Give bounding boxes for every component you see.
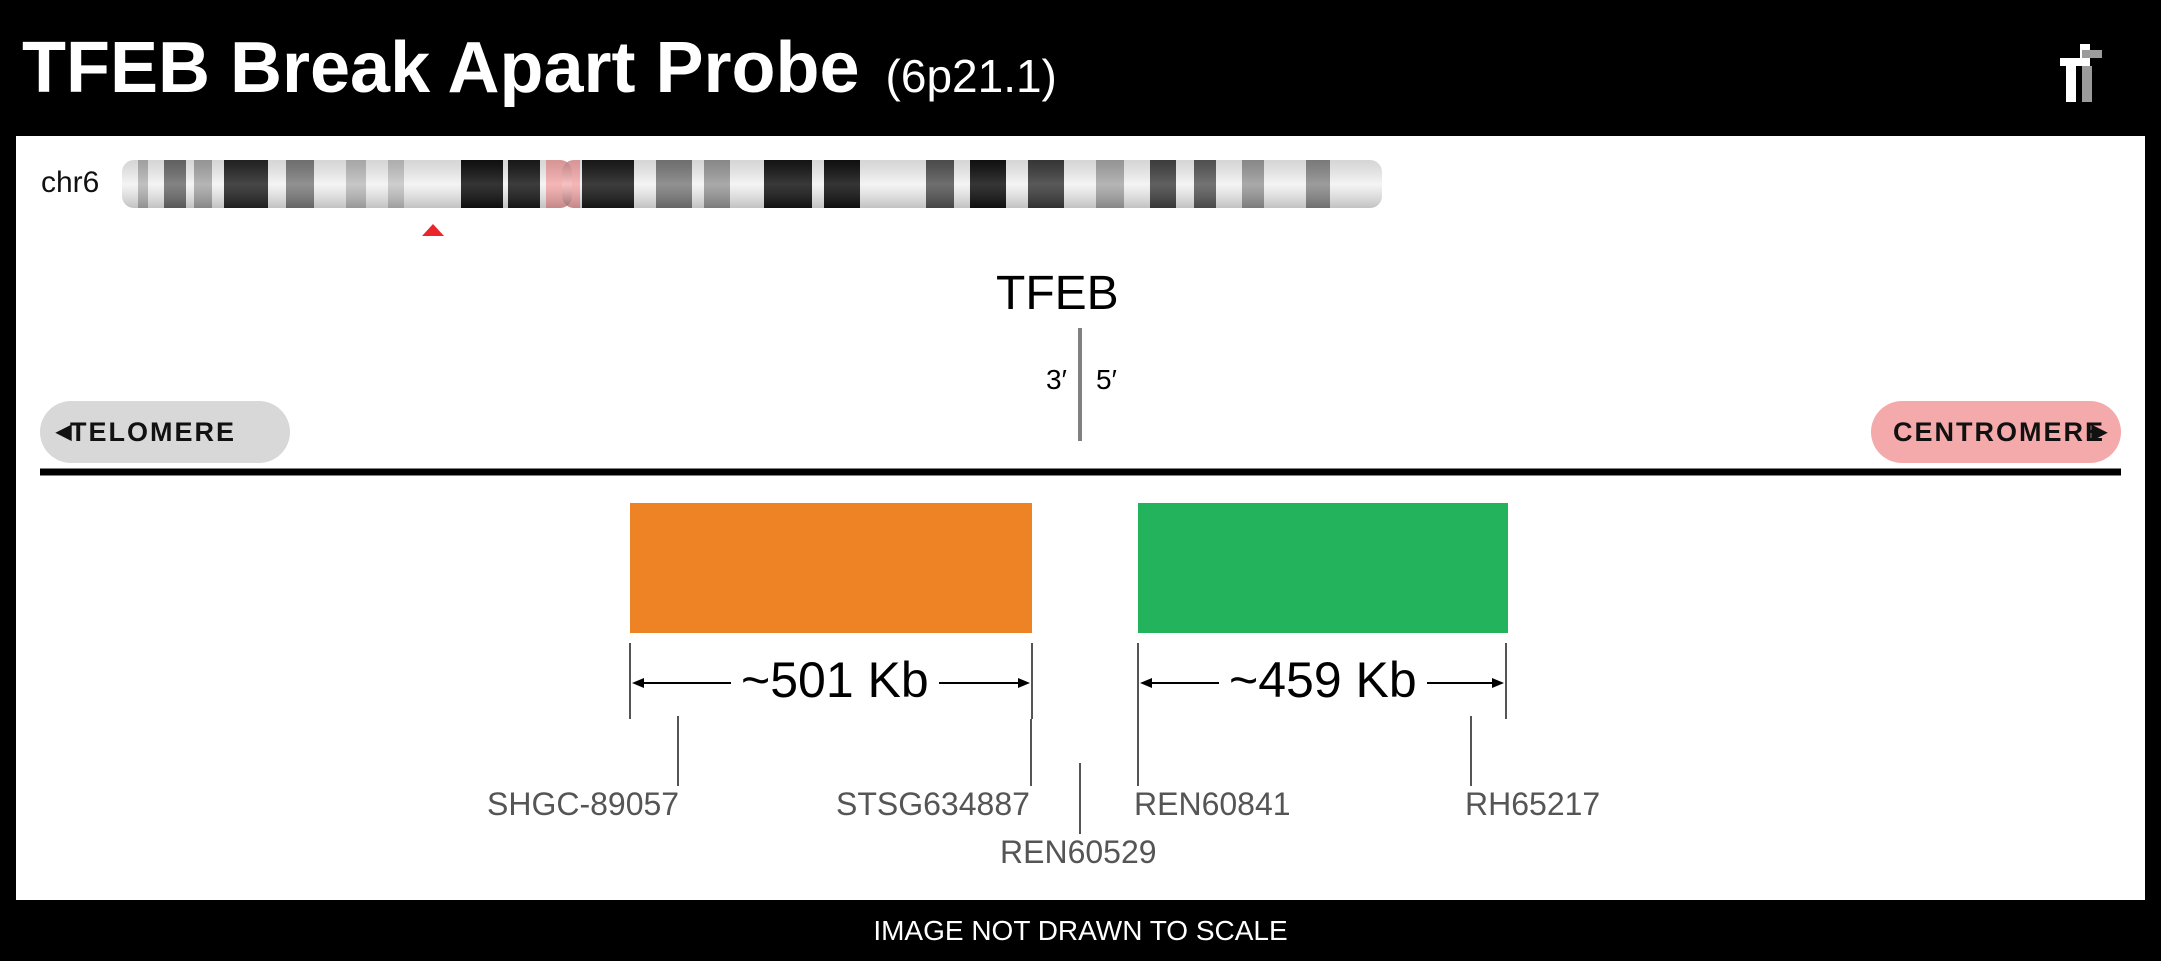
page-title: TFEB Break Apart Probe (6p21.1) (22, 26, 1057, 118)
marker-label-ren60841: REN60841 (1134, 786, 1291, 822)
arrow-left-icon: ◀ (56, 421, 74, 443)
centromere-direction-pill: CENTROMERE ▶ (1871, 401, 2121, 463)
diagram-panel: chr6 (16, 136, 2145, 900)
strand-5prime-label: 5′ (1096, 364, 1117, 395)
marker-label-ren60529: REN60529 (1000, 834, 1157, 870)
header-bar: TFEB Break Apart Probe (6p21.1) (0, 0, 2161, 136)
marker-label-stsg634887: STSG634887 (836, 786, 1030, 822)
chromosome-ideogram (122, 160, 1382, 236)
telomere-direction-pill: ◀ TELOMERE (40, 401, 290, 463)
locus-label: (6p21.1) (885, 50, 1057, 102)
company-logo-icon (2060, 36, 2110, 106)
orange-probe-size-label: ~501 Kb (731, 651, 939, 709)
probe-title: TFEB Break Apart Probe (22, 28, 860, 108)
marker-label-shgc-89057: SHGC-89057 (487, 786, 680, 822)
green-probe-bar (1138, 503, 1508, 633)
gene-label: TFEB (996, 267, 1119, 320)
green-probe-size-label: ~459 Kb (1219, 651, 1427, 709)
chromosome-label: chr6 (41, 166, 100, 199)
orange-probe-bar (630, 503, 1032, 633)
strand-3prime-label: 3′ (1046, 364, 1067, 395)
arrow-right-icon: ▶ (2091, 421, 2109, 443)
footer-note: IMAGE NOT DRAWN TO SCALE (873, 915, 1288, 946)
centromere-label: CENTROMERE (1893, 417, 2106, 447)
locus-marker-icon (422, 224, 444, 236)
probe-map (40, 328, 2121, 834)
marker-label-rh65217: RH65217 (1465, 786, 1601, 822)
telomere-label: TELOMERE (70, 417, 237, 447)
